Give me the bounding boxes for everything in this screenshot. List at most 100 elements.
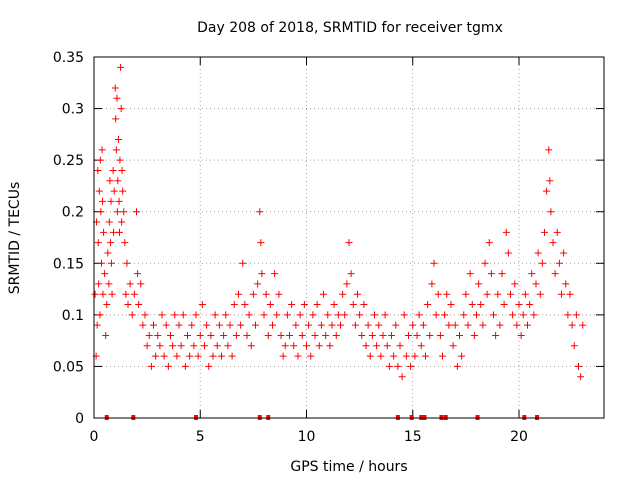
data-point	[241, 301, 249, 309]
data-point	[447, 301, 455, 309]
data-point	[456, 331, 463, 339]
data-point	[470, 331, 478, 339]
data-point	[262, 290, 270, 298]
data-point	[430, 259, 438, 267]
data-point	[98, 146, 106, 154]
plot-frame	[93, 56, 605, 419]
data-point	[360, 301, 368, 309]
data-point	[118, 166, 126, 174]
data-point	[432, 311, 440, 319]
data-point	[502, 228, 510, 236]
data-point	[186, 352, 194, 360]
data-point	[513, 321, 521, 329]
data-point	[110, 187, 118, 195]
y-axis-ticks: 0 0.05 0.1 0.15 0.2 0.25 0.3 0.35	[53, 50, 604, 427]
data-point	[254, 280, 262, 288]
data-point	[179, 311, 187, 319]
data-point	[402, 352, 410, 360]
data-point	[177, 342, 185, 350]
data-point	[405, 331, 412, 339]
data-point	[487, 270, 495, 278]
data-point	[326, 342, 334, 350]
data-point	[570, 342, 578, 350]
data-point	[277, 331, 285, 339]
data-point	[477, 301, 485, 309]
data-point	[100, 228, 108, 236]
data-point	[545, 146, 553, 154]
y-tick-label: 0.35	[53, 50, 84, 66]
data-point	[286, 331, 293, 339]
data-point	[409, 321, 417, 329]
data-point	[173, 352, 181, 360]
data-point	[388, 331, 395, 339]
data-point	[120, 208, 128, 216]
data-point	[122, 290, 130, 298]
data-point	[509, 311, 517, 319]
data-point	[96, 311, 104, 319]
data-point	[190, 342, 198, 350]
data-point	[481, 259, 489, 267]
data-point	[114, 136, 122, 144]
data-point	[194, 352, 202, 360]
data-point	[373, 342, 381, 350]
data-point	[579, 321, 587, 329]
data-point	[288, 301, 296, 309]
data-point	[203, 321, 211, 329]
data-point	[130, 290, 138, 298]
data-point	[290, 342, 298, 350]
data-point	[115, 197, 123, 205]
data-point	[135, 301, 143, 309]
data-point	[207, 331, 215, 339]
data-point	[113, 208, 121, 216]
data-point	[264, 331, 272, 339]
data-point	[300, 301, 308, 309]
data-point	[93, 321, 101, 329]
data-point	[541, 228, 548, 236]
x-tick-label: 15	[404, 429, 422, 445]
data-point	[334, 311, 342, 319]
data-point	[99, 197, 106, 205]
data-point	[133, 208, 140, 216]
data-point	[309, 311, 317, 319]
data-point	[546, 177, 554, 185]
grid-lines	[94, 57, 604, 418]
data-point	[269, 321, 276, 329]
data-point	[294, 352, 302, 360]
data-point	[504, 249, 512, 257]
data-point	[102, 331, 110, 339]
y-tick-label: 0.25	[53, 153, 84, 169]
data-point	[464, 321, 472, 329]
data-point	[519, 311, 527, 319]
data-point	[577, 373, 585, 381]
data-point	[341, 311, 349, 319]
data-point	[97, 208, 105, 216]
data-point	[94, 239, 102, 247]
data-point	[201, 342, 208, 350]
data-point	[154, 331, 162, 339]
data-point	[143, 342, 151, 350]
data-point	[97, 259, 105, 267]
data-point	[371, 311, 378, 319]
data-point	[107, 197, 115, 205]
data-point	[443, 290, 451, 298]
data-point	[156, 342, 164, 350]
data-point	[349, 301, 357, 309]
data-point	[441, 311, 449, 319]
data-point	[141, 311, 149, 319]
data-point	[245, 311, 253, 319]
data-point	[392, 321, 400, 329]
data-point	[547, 208, 555, 216]
data-point	[105, 280, 113, 288]
data-point	[492, 331, 500, 339]
data-point	[281, 342, 289, 350]
data-point	[167, 331, 174, 339]
data-point	[517, 331, 525, 339]
data-point	[396, 342, 404, 350]
data-point	[377, 352, 385, 360]
data-point	[256, 208, 264, 216]
data-point	[375, 321, 383, 329]
data-point	[226, 321, 234, 329]
data-point	[553, 228, 561, 236]
data-point	[198, 301, 206, 309]
data-point	[417, 342, 425, 350]
